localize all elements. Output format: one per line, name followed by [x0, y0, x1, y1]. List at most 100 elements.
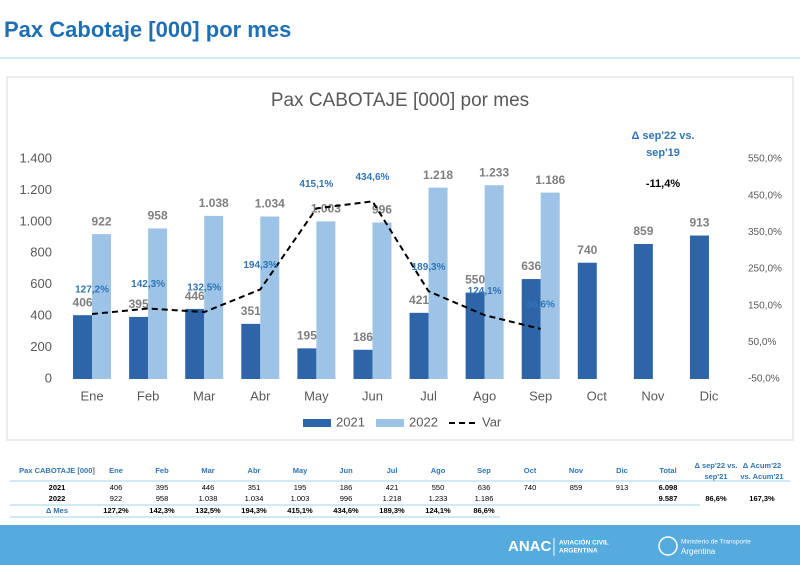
x-tick-label: Nov — [641, 388, 665, 403]
bar — [372, 222, 392, 379]
bar — [484, 185, 504, 379]
table-cell: 958 — [156, 494, 169, 503]
footer-anac: ANAC — [508, 538, 551, 555]
table-cell: 859 — [570, 483, 583, 492]
y-tick-label: 1.400 — [19, 150, 52, 165]
bar-value-label: 1.034 — [255, 197, 285, 211]
bar-value-label: 922 — [92, 214, 112, 228]
x-tick-label: Sep — [529, 388, 552, 403]
bar-value-label: 1.233 — [479, 165, 509, 179]
x-tick-label: Mar — [193, 388, 216, 403]
y2-tick-label: 50,0% — [748, 337, 776, 348]
bar-value-label: 636 — [521, 259, 541, 273]
bar-value-label: 1.003 — [311, 202, 341, 216]
y-tick-label: 400 — [30, 308, 52, 323]
y2-tick-label: 150,0% — [748, 300, 782, 311]
x-tick-label: May — [304, 388, 329, 403]
table-cell: 406 — [110, 483, 123, 492]
table-cell: 124,1% — [425, 506, 451, 515]
slide-title: Pax Cabotaje [000] por mes — [4, 17, 291, 42]
x-tick-label: Jun — [362, 388, 383, 403]
table-cell: 740 — [524, 483, 537, 492]
var-value-label: 86,6% — [527, 300, 555, 311]
table-header: Ago — [431, 466, 446, 475]
x-tick-label: Jul — [420, 388, 437, 403]
table-cell: 132,5% — [195, 506, 221, 515]
annotation-title: Δ sep'22 vs. — [631, 130, 694, 142]
bar — [148, 228, 168, 379]
bar — [204, 215, 224, 379]
bar-value-label: 351 — [241, 304, 261, 318]
bar-value-label: 186 — [353, 330, 373, 344]
bar — [316, 221, 336, 379]
table-cell: 1.186 — [475, 494, 494, 503]
table-header: vs. Acum'21 — [740, 472, 783, 481]
y-tick-label: 800 — [30, 245, 52, 260]
bar — [521, 279, 541, 379]
bar — [353, 349, 373, 379]
var-value-label: 142,3% — [131, 279, 165, 290]
table-cell: 550 — [432, 483, 445, 492]
table-header: Jun — [339, 466, 353, 475]
table-header: Oct — [524, 466, 537, 475]
footer-anac-sub: ARGENTINA — [559, 548, 598, 555]
footer-anac-sub: AVIACIÓN CIVIL — [559, 538, 609, 547]
table-delta: 167,3% — [749, 494, 775, 503]
table-header: Sep — [477, 466, 491, 475]
table-header: May — [293, 466, 308, 475]
var-value-label: 194,3% — [243, 260, 277, 271]
y2-tick-label: 250,0% — [748, 264, 782, 275]
bar — [241, 323, 261, 379]
y-tick-label: 1.200 — [19, 182, 52, 197]
table-cell: 434,6% — [333, 506, 359, 515]
table-cell: 395 — [156, 483, 169, 492]
y2-tick-label: 450,0% — [748, 190, 782, 201]
annotation-value: -11,4% — [646, 178, 680, 190]
footer-ministry: Ministerio de Transporte — [681, 539, 751, 546]
var-value-label: 127,2% — [75, 285, 109, 296]
x-tick-label: Dic — [700, 388, 719, 403]
table-cell: 1.233 — [429, 494, 448, 503]
annotation-title: sep'19 — [646, 147, 680, 159]
bar-value-label: 996 — [372, 203, 392, 217]
bar — [260, 216, 280, 379]
y-tick-label: 600 — [30, 276, 52, 291]
table-cell: 195 — [294, 483, 307, 492]
legend-label: 2022 — [409, 414, 438, 429]
bar — [409, 312, 429, 379]
table-cell: 189,3% — [379, 506, 405, 515]
table-cell: 922 — [110, 494, 123, 503]
bar-value-label: 195 — [297, 329, 317, 343]
table-row-label: 2022 — [49, 494, 66, 503]
table-cell: 1.218 — [383, 494, 402, 503]
legend-label: Var — [482, 414, 502, 429]
table-header: Jul — [387, 466, 398, 475]
bar — [428, 187, 448, 379]
bar — [465, 292, 485, 379]
table-cell: 421 — [386, 483, 399, 492]
legend-label: 2021 — [336, 414, 365, 429]
y-tick-label: 200 — [30, 339, 52, 354]
table-cell: 1.034 — [245, 494, 264, 503]
bar-value-label: 446 — [185, 289, 205, 303]
bar — [129, 316, 149, 379]
table-header: Ene — [109, 466, 123, 475]
bar-value-label: 421 — [409, 293, 429, 307]
x-tick-label: Ago — [473, 388, 496, 403]
bar — [633, 244, 653, 379]
x-tick-label: Ene — [80, 388, 103, 403]
y2-tick-label: -50,0% — [748, 374, 780, 385]
chart-frame — [6, 76, 794, 441]
table-cell: 1.038 — [199, 494, 218, 503]
y2-tick-label: 550,0% — [748, 154, 782, 165]
table-header: Mar — [201, 466, 214, 475]
x-tick-label: Abr — [250, 388, 271, 403]
var-line — [91, 200, 541, 330]
bar — [73, 315, 93, 379]
bar-value-label: 550 — [465, 273, 485, 287]
var-value-label: 434,6% — [355, 172, 389, 183]
table-header: Nov — [569, 466, 584, 475]
x-tick-label: Feb — [137, 388, 159, 403]
table-cell: 86,6% — [473, 506, 495, 515]
